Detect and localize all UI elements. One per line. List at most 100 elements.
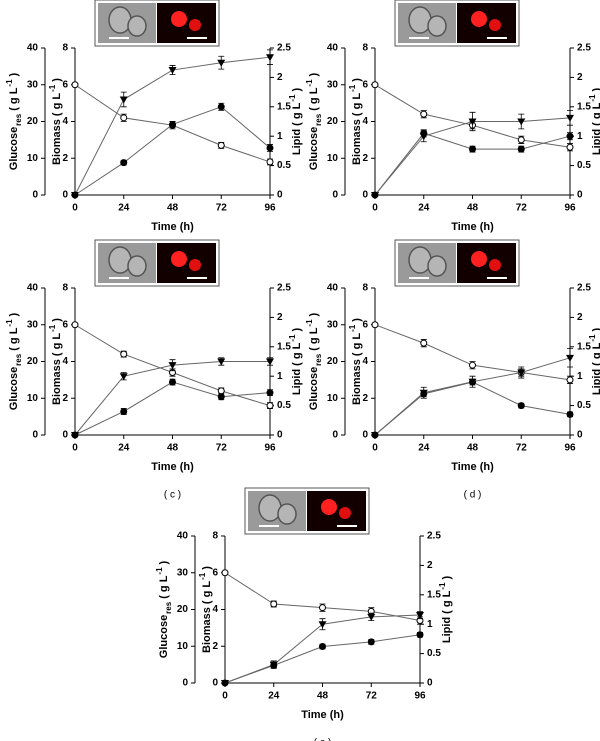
axis-label: Glucoseres ( g L-1): [155, 560, 173, 658]
data-point: [217, 103, 225, 111]
tick-label: 2.5: [577, 43, 591, 54]
data-point: [517, 118, 526, 126]
tick-label: 2.5: [577, 283, 591, 294]
tick-label: 20: [327, 356, 339, 367]
axis-label-part: ): [308, 72, 320, 76]
axis-label-part: ( g L: [158, 575, 170, 598]
data-point: [371, 431, 379, 439]
axis-label-part: ): [591, 88, 600, 92]
tick-label: 72: [516, 203, 528, 214]
axis-label-part: -1: [588, 334, 597, 342]
lipid-body: [189, 259, 201, 271]
tick-label: 2.5: [427, 531, 441, 542]
tick-label: 48: [167, 203, 179, 214]
x-axis-label: Time (h): [151, 461, 194, 473]
data-point: [217, 141, 225, 149]
data-point: [371, 321, 379, 329]
tick-label: 0: [372, 443, 378, 454]
tick-label: 0: [32, 190, 38, 201]
data-point: [270, 600, 278, 608]
axis-label-part: res: [164, 601, 173, 614]
tick-label: 0: [577, 190, 583, 201]
tick-label: 4: [362, 116, 368, 127]
data-point: [169, 120, 176, 128]
series-line: [374, 381, 571, 436]
axis-label-part: ( g L: [308, 87, 320, 110]
data-point: [266, 54, 274, 62]
data-point: [468, 118, 477, 126]
axis-label-part: ( g L: [591, 342, 600, 365]
data-point: [217, 59, 226, 67]
data-point: [71, 81, 79, 89]
axis-label-part: -1: [198, 572, 207, 580]
axis-label-part: Lipid: [291, 369, 303, 395]
axis-label-part: -1: [288, 334, 297, 342]
tick-label: 0: [427, 678, 433, 689]
tick-label: 2: [577, 312, 583, 323]
data-point: [120, 159, 128, 167]
axis-label-part: ): [8, 72, 20, 76]
data-point: [221, 679, 229, 687]
tick-label: 0: [362, 430, 368, 441]
data-point: [120, 114, 128, 122]
axis-label-part: -1: [305, 319, 314, 327]
axis-label-part: res: [14, 113, 23, 126]
micrograph: [394, 239, 520, 287]
micrograph: [394, 0, 520, 47]
axis-label-part: ): [8, 312, 20, 316]
tick-label: 2: [362, 393, 368, 404]
axis-label-part: Glucose: [308, 127, 320, 170]
data-point: [319, 643, 326, 651]
tick-label: 48: [317, 691, 329, 702]
data-point: [469, 378, 476, 386]
data-point: [420, 390, 428, 398]
axis-label-part: ): [351, 78, 363, 82]
axis-label: Glucoseres ( g L-1): [5, 72, 23, 170]
axis-label-part: Lipid: [441, 617, 453, 643]
axis-label-part: ( g L: [51, 93, 63, 116]
data-point: [71, 321, 79, 329]
tick-label: 2.5: [277, 283, 291, 294]
tick-label: 4: [212, 604, 218, 615]
data-point: [266, 144, 274, 152]
lipid-body: [171, 11, 187, 27]
tick-label: 24: [118, 203, 130, 214]
axis-label-part: Glucose: [308, 367, 320, 410]
axis-label-part: ( g L: [351, 93, 363, 116]
tick-label: 0: [362, 190, 368, 201]
micrograph: [94, 239, 220, 287]
data-point: [566, 410, 574, 418]
lipid-body: [489, 19, 501, 31]
data-point: [517, 136, 525, 144]
tick-label: 2: [212, 641, 218, 652]
axis-label-part: -1: [48, 324, 57, 332]
axis-label-part: ( g L: [201, 581, 213, 604]
data-point: [420, 110, 428, 118]
tick-label: 1: [577, 371, 583, 382]
axis-label-part: -1: [348, 84, 357, 92]
tick-label: 1.5: [277, 101, 291, 112]
cell: [427, 15, 447, 37]
tick-label: 0: [577, 430, 583, 441]
tick-label: 2: [62, 393, 68, 404]
tick-label: 8: [62, 283, 68, 294]
axis-label-part: Lipid: [591, 129, 600, 155]
tick-label: 0: [72, 203, 78, 214]
data-point: [71, 191, 79, 199]
data-point: [517, 145, 525, 153]
tick-label: 0: [32, 430, 38, 441]
series-line: [224, 634, 421, 684]
tick-label: 2: [362, 153, 368, 164]
axis-label-part: Biomass: [351, 119, 363, 165]
tick-label: 40: [177, 531, 189, 542]
axis-label-part: ): [51, 78, 63, 82]
tick-label: 2: [277, 72, 283, 83]
tick-label: 96: [414, 691, 426, 702]
axis-label: Lipid ( g L-1): [288, 328, 303, 396]
micrograph: [244, 487, 370, 535]
micrograph: [94, 0, 220, 47]
axis-label-part: -1: [5, 79, 14, 87]
